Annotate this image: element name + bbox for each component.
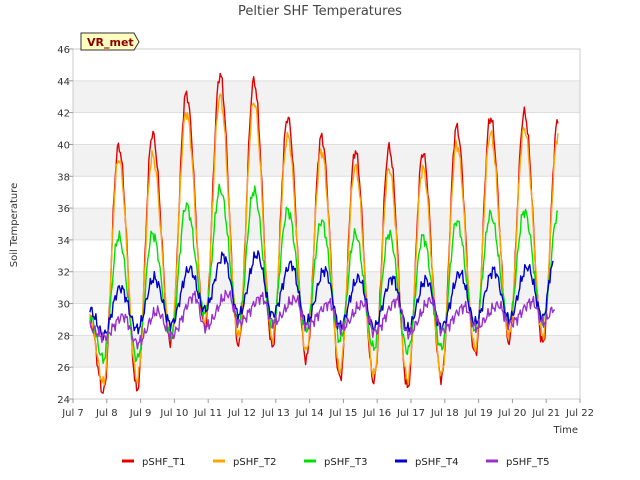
legend-label: pSHF_T1 [142,457,185,468]
y-tick-label: 36 [57,204,70,215]
vr-met-badge: VR_met [80,32,140,51]
x-tick-label: Jul 10 [159,408,188,419]
y-tick-label: 42 [57,109,70,120]
legend-label: pSHF_T4 [415,457,458,468]
plot-series [89,72,559,394]
x-tick-label: Jul 12 [227,408,256,419]
y-tick-label: 38 [57,172,70,183]
x-tick-label: Jul 13 [261,408,290,419]
y-tick-label: 24 [57,395,70,406]
y-tick-label: 44 [57,77,70,88]
x-tick-label: Jul 22 [565,408,594,419]
y-tick-label: 46 [57,45,70,56]
x-tick-label: Jul 18 [430,408,459,419]
series-line-pSHF_T5 [89,289,556,350]
x-tick-label: Jul 17 [396,408,425,419]
x-tick-label: Jul 9 [129,408,152,419]
series-line-pSHF_T4 [89,250,554,341]
grid-band [73,208,580,240]
x-axis-ticks: Jul 7 Jul 8 Jul 9 Jul 10 Jul 11 Jul 12 Jul 13 J… [61,399,594,419]
y-tick-label: 40 [57,140,70,151]
x-tick-label: Jul 8 [95,408,118,419]
x-tick-label: Jul 21 [531,408,560,419]
y-tick-label: 30 [57,300,70,311]
legend-label: pSHF_T3 [324,457,367,468]
y-axis-label: Soil Temperature [9,183,20,268]
legend-label: pSHF_T2 [233,457,276,468]
y-axis-ticks: 24 26 28 30 32 34 36 38 40 42 44 46 [57,45,73,406]
grid-bands [73,80,580,368]
x-tick-label: Jul 20 [497,408,526,419]
chart-title: Peltier SHF Temperatures [238,4,402,19]
x-axis-label: Time [553,425,578,436]
y-tick-label: 26 [57,363,70,374]
x-tick-label: Jul 14 [295,408,324,419]
badge-label: VR_met [87,36,134,49]
y-tick-label: 32 [57,268,70,279]
grid-band [73,335,580,368]
y-tick-label: 28 [57,331,70,342]
grid-band [73,80,580,113]
plot-frame [72,48,581,400]
legend: pSHF_T1 pSHF_T2 pSHF_T3 pSHF_T4 pSHF_T5 [122,457,549,468]
x-tick-label: Jul 15 [328,408,357,419]
x-tick-label: Jul 19 [464,408,493,419]
badge-shape [80,32,140,51]
x-tick-label: Jul 16 [362,408,391,419]
y-tick-label: 34 [57,236,70,247]
legend-label: pSHF_T5 [506,457,549,468]
x-tick-label: Jul 7 [61,408,84,419]
x-tick-label: Jul 11 [193,408,222,419]
